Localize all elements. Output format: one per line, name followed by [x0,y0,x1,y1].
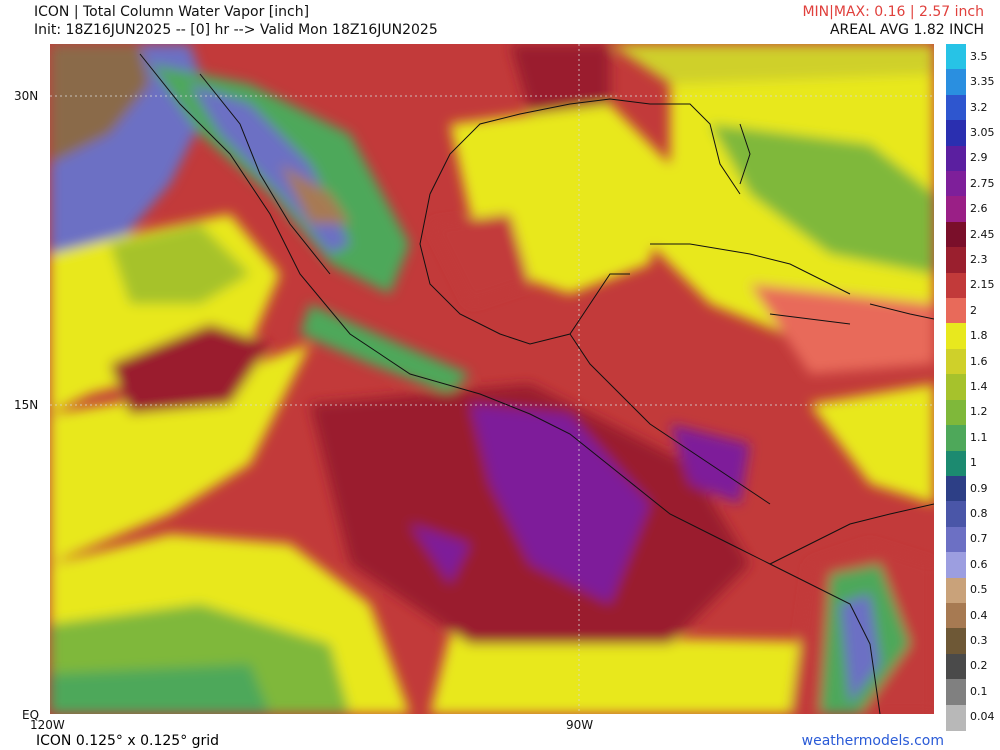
colorbar-swatch [946,501,966,528]
colorbar-swatch [946,145,966,172]
colorbar-label: 0.8 [970,507,988,521]
colorbar-label: 1.2 [970,405,988,419]
colorbar-label: 1 [970,456,977,470]
grid-resolution-note: ICON 0.125° x 0.125° grid [36,733,220,749]
colorbar-swatch [946,323,966,350]
colorbar-label: 2.15 [970,278,995,292]
colorbar-swatch [946,450,966,477]
colorbar-label: 0.9 [970,481,988,495]
colorbar [946,44,966,731]
colorbar-swatch [946,425,966,452]
colorbar-label: 0.04 [970,710,995,724]
colorbar-label: 2 [970,303,977,317]
map-canvas [50,44,934,714]
colorbar-label: 3.05 [970,125,995,139]
colorbar-swatch [946,577,966,604]
colorbar-label: 0.2 [970,659,988,673]
colorbar-label: 2.45 [970,227,995,241]
colorbar-swatch [946,69,966,96]
colorbar-label: 2.75 [970,176,995,190]
lon-label-90w: 90W [566,718,594,732]
colorbar-label: 0.7 [970,532,988,546]
colorbar-label: 0.4 [970,608,988,622]
areal-average-readout: AREAL AVG 1.82 INCH [829,22,984,38]
colorbar-label: 3.5 [970,49,988,63]
colorbar-label: 1.1 [970,430,988,444]
colorbar-label: 2.6 [970,202,988,216]
colorbar-label: 3.35 [970,75,995,89]
colorbar-swatch [946,679,966,706]
colorbar-swatch [946,298,966,325]
colorbar-label: 3.2 [970,100,988,114]
colorbar-swatch [946,44,966,70]
colorbar-label: 1.6 [970,354,988,368]
min-max-readout: MIN|MAX: 0.16 | 2.57 inch [802,4,984,20]
colorbar-swatch [946,221,966,248]
colorbar-label: 0.1 [970,684,988,698]
colorbar-swatch [946,120,966,147]
colorbar-label: 0.3 [970,634,988,648]
colorbar-swatch [946,348,966,375]
colorbar-label: 0.5 [970,583,988,597]
colorbar-swatch [946,399,966,426]
colorbar-swatch [946,628,966,655]
colorbar-swatch [946,704,966,731]
lat-label-30n: 30N [14,89,39,103]
colorbar-swatch [946,247,966,274]
colorbar-swatch [946,374,966,401]
colorbar-swatch [946,526,966,553]
colorbar-label: 0.6 [970,557,988,571]
colorbar-swatch [946,171,966,198]
init-valid-line: Init: 18Z16JUN2025 -- [0] hr --> Valid M… [34,22,438,38]
lat-label-eq: EQ [22,708,40,722]
colorbar-swatch [946,196,966,223]
colorbar-swatch [946,602,966,629]
lon-label-120w: 120W [30,718,65,732]
colorbar-swatch [946,272,966,299]
colorbar-label: 1.8 [970,329,988,343]
colorbar-swatch [946,94,966,121]
colorbar-label: 1.4 [970,380,988,393]
source-credit-link[interactable]: weathermodels.com [801,733,944,749]
colorbar-swatch [946,552,966,579]
colorbar-label: 2.9 [970,151,988,165]
colorbar-label: 2.3 [970,252,988,266]
lat-label-15n: 15N [14,398,39,412]
map-title: ICON | Total Column Water Vapor [inch] [34,4,310,20]
colorbar-swatch [946,653,966,680]
colorbar-swatch [946,475,966,502]
water-vapor-map [50,44,934,714]
